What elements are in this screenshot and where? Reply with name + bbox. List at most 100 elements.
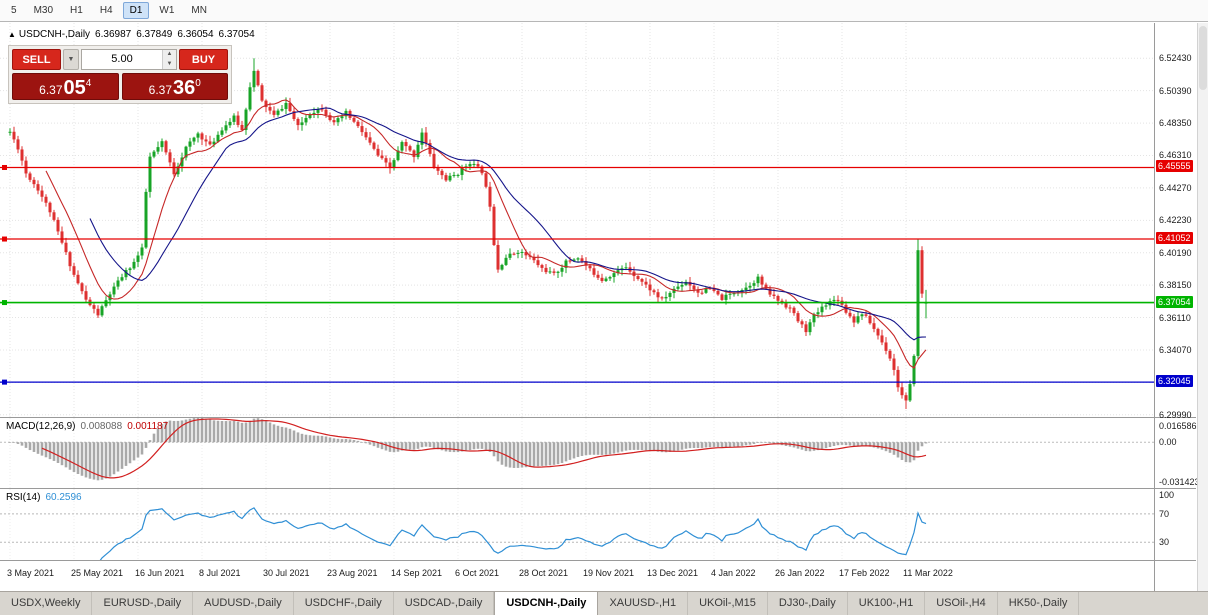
buy-price-display[interactable]: 6.37 36 0 (121, 73, 228, 100)
price-axis[interactable]: 6.52430 6.50390 6.48350 6.46310 6.44270 6.422… (1154, 23, 1200, 591)
chart-symbol: USDCNH-,Daily (18, 29, 91, 40)
price-axis-label: 6.40190 (1159, 247, 1192, 258)
timeframe-button-h4[interactable]: H4 (99, 5, 113, 16)
ma-10-line (45, 99, 927, 369)
price-axis-label: 6.29990 (1159, 409, 1192, 420)
panel-separator[interactable] (0, 488, 1196, 489)
date-axis-label: 3 May 2021 (7, 568, 55, 578)
chart-marker-icon: ▲ (8, 30, 16, 39)
chart-tab-dj30[interactable]: DJ30-,Daily (768, 592, 848, 615)
price-axis-label: 6.46310 (1159, 150, 1192, 161)
price-chart[interactable] (0, 23, 1154, 417)
vertical-scrollbar[interactable] (1197, 23, 1208, 591)
ohlc-low: 6.36054 (177, 29, 214, 40)
macd-title: MACD(12,26,9) (6, 421, 76, 432)
chart-tab-uk100[interactable]: UK100-,H1 (848, 592, 926, 615)
buy-price-sup: 0 (195, 78, 201, 89)
rsi-line (99, 507, 927, 560)
rsi-title: RSI(14) (6, 492, 41, 503)
one-click-trading-panel: SELL ▼ 5.00 ▲ ▼ BUY 6.37 05 4 6.37 36 0 (8, 45, 232, 104)
rsi-header: RSI(14) 60.2596 (6, 492, 87, 503)
sell-price-sup: 4 (85, 78, 92, 89)
date-axis-label: 25 May 2021 (71, 568, 124, 578)
macd-chart[interactable] (0, 418, 1154, 488)
price-axis-label: 6.52430 (1159, 53, 1192, 64)
rsi-chart[interactable] (0, 489, 1154, 560)
rsi-axis-label: 70 (1159, 508, 1170, 519)
price-tag-resistance: 6.41052 (1156, 232, 1193, 245)
date-axis[interactable]: 3 May 2021 25 May 2021 16 Jun 2021 8 Jul 20… (0, 561, 1154, 587)
panel-separator[interactable] (0, 417, 1196, 418)
volume-box: 5.00 ▲ ▼ (81, 49, 177, 70)
volume-dropdown-button[interactable]: ▼ (63, 49, 79, 70)
timeframe-button-m30[interactable]: M30 (33, 5, 54, 16)
price-axis-label: 6.44270 (1159, 182, 1192, 193)
macd-axis-label: 0.016586 (1159, 421, 1197, 431)
chart-tab-usdchf[interactable]: USDCHF-,Daily (294, 592, 394, 615)
ohlc-open: 6.36987 (95, 29, 132, 40)
chart-tab-eurusd[interactable]: EURUSD-,Daily (92, 592, 194, 615)
ohlc-high: 6.37849 (136, 29, 173, 40)
date-axis-label: 13 Dec 2021 (647, 568, 699, 578)
date-axis-label: 30 Jul 2021 (263, 568, 310, 578)
chart-tab-ukoil[interactable]: UKOil-,M15 (688, 592, 768, 615)
ohlc-close: 6.37054 (218, 29, 255, 40)
chevron-down-icon: ▼ (67, 56, 75, 63)
date-axis-label: 17 Feb 2022 (839, 568, 890, 578)
scrollbar-thumb[interactable] (1199, 26, 1207, 90)
macd-header: MACD(12,26,9) 0.008088 0.001187 (6, 421, 173, 432)
date-axis-label: 23 Aug 2021 (327, 568, 378, 578)
price-tag-support: 6.32045 (1156, 375, 1193, 388)
price-axis-label: 6.50390 (1159, 85, 1192, 96)
rsi-value: 60.2596 (45, 492, 82, 503)
chart-tab-usdx[interactable]: USDX,Weekly (0, 592, 93, 615)
price-axis-label: 6.42230 (1159, 215, 1192, 226)
sell-button[interactable]: SELL (12, 49, 61, 70)
panel-separator[interactable] (0, 560, 1196, 561)
timeframe-toolbar: 5 M30 H1 H4 D1 W1 MN (0, 0, 1208, 22)
macd-value-main: 0.008088 (80, 421, 123, 432)
sell-price-display[interactable]: 6.37 05 4 (12, 73, 119, 100)
rsi-axis-label: 30 (1159, 537, 1170, 548)
price-tag-current-price: 6.37054 (1156, 295, 1193, 308)
chart-tab-audusd[interactable]: AUDUSD-,Daily (193, 592, 294, 615)
buy-button[interactable]: BUY (179, 49, 228, 70)
date-axis-label: 8 Jul 2021 (199, 568, 241, 578)
chart-tab-xauusd[interactable]: XAUUSD-,H1 (598, 592, 689, 615)
chart-tab-usdcnh[interactable]: USDCNH-,Daily (494, 592, 599, 615)
timeframe-button-5[interactable]: 5 (11, 5, 17, 16)
price-tag-resistance: 6.45555 (1156, 160, 1193, 173)
volume-decrease-button[interactable]: ▼ (163, 59, 176, 69)
sell-price-base: 6.37 (39, 82, 63, 97)
date-axis-label: 19 Nov 2021 (583, 568, 635, 578)
timeframe-button-w1[interactable]: W1 (159, 5, 175, 16)
buy-price-big: 36 (173, 77, 196, 99)
volume-spinner: ▲ ▼ (162, 50, 176, 69)
timeframe-button-h1[interactable]: H1 (70, 5, 83, 16)
ma-21-line (89, 107, 927, 341)
date-axis-label: 14 Sep 2021 (391, 568, 443, 578)
price-axis-label: 6.48350 (1159, 118, 1192, 129)
chart-window: ▲ USDCNH-,Daily 6.36987 6.37849 6.36054 6.370… (0, 23, 1208, 591)
timeframe-button-d1[interactable]: D1 (122, 2, 150, 19)
date-axis-label: 4 Jan 2022 (711, 568, 756, 578)
sell-price-big: 05 (63, 77, 86, 99)
rsi-axis-label: 100 (1159, 490, 1175, 500)
chart-tab-usdcad[interactable]: USDCAD-,Daily (394, 592, 495, 615)
chart-tab-hk50[interactable]: HK50-,Daily (998, 592, 1080, 615)
price-axis-label: 6.38150 (1159, 280, 1192, 291)
date-axis-label: 26 Jan 2022 (775, 568, 825, 578)
date-axis-label: 6 Oct 2021 (455, 568, 500, 578)
price-axis-label: 6.36110 (1159, 312, 1191, 323)
macd-axis-label: 0.00 (1159, 437, 1177, 448)
volume-input[interactable]: 5.00 (111, 53, 133, 65)
timeframe-button-mn[interactable]: MN (191, 5, 207, 16)
date-axis-label: 16 Jun 2021 (135, 568, 185, 578)
chart-ohlc-header: ▲ USDCNH-,Daily 6.36987 6.37849 6.36054 6.370… (8, 29, 260, 40)
chart-tab-usoil[interactable]: USOil-,H4 (925, 592, 998, 615)
date-axis-label: 28 Oct 2021 (519, 568, 569, 578)
volume-increase-button[interactable]: ▲ (163, 50, 176, 60)
macd-value-signal: 0.001187 (127, 421, 169, 432)
buy-price-base: 6.37 (148, 82, 173, 97)
